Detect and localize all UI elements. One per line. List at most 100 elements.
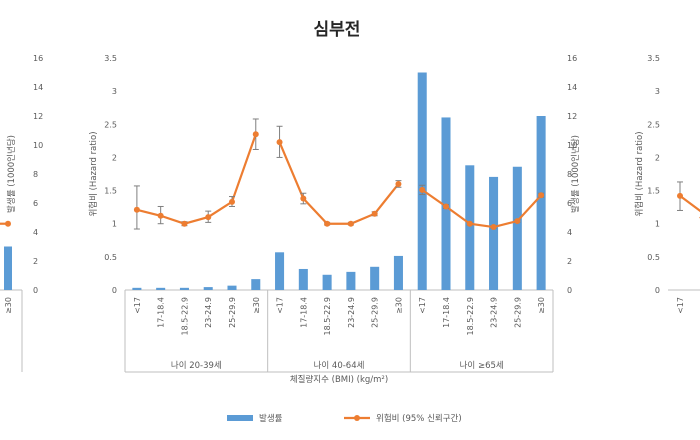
right-y-tick-label: 14 bbox=[567, 83, 577, 92]
incidence-bar bbox=[298, 268, 308, 290]
right-panel-y-tick-label: 3 bbox=[655, 87, 660, 96]
left-y-tick-label: 1 bbox=[112, 220, 117, 229]
x-category-label: ≥30 bbox=[252, 297, 261, 314]
age-group-label: 나이 40-64세 bbox=[314, 360, 365, 371]
incidence-bar bbox=[536, 116, 546, 290]
incidence-bar bbox=[465, 165, 475, 290]
hazard-ratio-point bbox=[419, 186, 426, 193]
right-panel-y-tick-label: 0 bbox=[655, 286, 660, 295]
left-panel-y-tick-label: 8 bbox=[33, 170, 38, 179]
incidence-bar bbox=[322, 274, 332, 290]
left-panel-y-tick-label: 10 bbox=[33, 141, 43, 150]
right-y-tick-label: 16 bbox=[567, 54, 577, 63]
right-y-tick-label: 10 bbox=[567, 141, 577, 150]
x-category-label: 17-18.4 bbox=[299, 297, 308, 328]
x-category-label: 18.5-22.9 bbox=[466, 297, 475, 336]
left-panel-incidence-bar bbox=[4, 246, 12, 290]
hazard-ratio-point bbox=[252, 131, 259, 138]
left-y-tick-label: 2 bbox=[112, 153, 117, 162]
hazard-ratio-line bbox=[421, 189, 542, 229]
hazard-ratio-point bbox=[538, 192, 545, 199]
right-panel-y-axis-title: 위험비 (Hazard ratio) bbox=[635, 131, 645, 216]
left-panel-y-tick-label: 2 bbox=[33, 257, 38, 266]
x-category-label: 25-29.9 bbox=[371, 297, 380, 328]
hazard-ratio-point bbox=[133, 206, 140, 213]
left-panel-y-tick-label: 12 bbox=[33, 112, 43, 121]
age-group-label: 나이 20-39세 bbox=[171, 360, 222, 371]
right-y-tick-label: 4 bbox=[567, 228, 572, 237]
incidence-bar bbox=[393, 255, 403, 290]
left-panel-y-axis-title: 발생률 (1000인년당) bbox=[6, 135, 17, 213]
right-y-axis-title: 발생률 (1000인년당) bbox=[570, 135, 581, 213]
main-chart-panel: 0 0.5 1 1.5 2 2.5 3 3.5 0 2 4 6 8 10 12 14 16 위험비 (Hazard… bbox=[89, 54, 581, 385]
left-partial-chart: 0 2 4 6 8 10 12 14 16 발생률 (1000인년당) ≥30 bbox=[0, 54, 43, 372]
right-y-tick-label: 2 bbox=[567, 257, 572, 266]
left-y-tick-label: 0 bbox=[112, 286, 117, 295]
hazard-ratio-point bbox=[466, 220, 473, 227]
hazard-ratio-line bbox=[278, 141, 400, 225]
right-panel-y-tick-label: 3.5 bbox=[647, 54, 660, 63]
hazard-ratio-point bbox=[181, 220, 188, 227]
chart-title: 심부전 bbox=[314, 20, 361, 40]
x-category-label: 23-24.9 bbox=[347, 297, 356, 328]
right-panel-y-tick-label: 0.5 bbox=[647, 253, 660, 262]
x-category-label: 25-29.9 bbox=[513, 297, 522, 328]
left-y-tick-label: 2.5 bbox=[104, 120, 117, 129]
hazard-ratio-point bbox=[276, 139, 283, 146]
hazard-ratio-point bbox=[347, 220, 354, 227]
x-axis-title: 체질량지수 (BMI) (kg/m²) bbox=[290, 374, 388, 385]
legend-hazard-label: 위험비 (95% 신뢰구간) bbox=[376, 413, 462, 424]
age-group-label: 나이 ≥65세 bbox=[460, 360, 504, 371]
incidence-bar bbox=[417, 72, 427, 290]
x-category-label: 17-18.4 bbox=[157, 297, 166, 328]
hazard-ratio-point bbox=[157, 212, 164, 219]
hazard-ratio-point bbox=[324, 220, 331, 227]
hazard-ratio-point bbox=[205, 214, 212, 221]
right-y-tick-label: 12 bbox=[567, 112, 577, 121]
incidence-bar bbox=[227, 285, 237, 290]
right-y-tick-label: 0 bbox=[567, 286, 572, 295]
right-panel-y-tick-label: 2.5 bbox=[647, 120, 660, 129]
x-category-label: 18.5-22.9 bbox=[180, 297, 189, 336]
left-panel-y-tick-label: 16 bbox=[33, 54, 43, 63]
right-panel-y-tick-label: 1.5 bbox=[647, 187, 660, 196]
incidence-bar bbox=[512, 166, 522, 290]
left-panel-y-tick-label: 14 bbox=[33, 83, 43, 92]
right-y-tick-label: 6 bbox=[567, 199, 572, 208]
left-y-tick-label: 3 bbox=[112, 87, 117, 96]
x-category-label: 23-24.9 bbox=[490, 297, 499, 328]
incidence-bar bbox=[346, 271, 356, 290]
hazard-ratio-point bbox=[443, 203, 449, 210]
right-panel-y-tick-label: 1 bbox=[655, 220, 660, 229]
hazard-ratio-point bbox=[514, 218, 521, 225]
right-y-tick-label: 8 bbox=[567, 170, 572, 179]
x-category-label: <17 bbox=[133, 297, 142, 314]
hazard-ratio-point bbox=[229, 198, 235, 205]
right-panel-hazard-point bbox=[677, 192, 683, 199]
hazard-ratio-point bbox=[490, 224, 497, 231]
chart-legend: 발생률 위험비 (95% 신뢰구간) bbox=[227, 413, 462, 424]
incidence-bar bbox=[156, 287, 166, 290]
x-category-label: <17 bbox=[276, 297, 285, 314]
hazard-ratio-point bbox=[300, 195, 307, 202]
left-panel-hazard-point bbox=[5, 220, 11, 227]
x-category-label: <17 bbox=[418, 297, 427, 314]
left-panel-y-tick-label: 4 bbox=[33, 228, 38, 237]
hazard-ratio-point bbox=[371, 210, 378, 217]
left-panel-y-tick-label: 0 bbox=[33, 286, 38, 295]
hazard-ratio-line bbox=[136, 133, 257, 225]
left-y-tick-label: 0.5 bbox=[104, 253, 117, 262]
incidence-bar bbox=[370, 266, 380, 290]
x-category-label: ≥30 bbox=[537, 297, 546, 314]
right-panel-y-tick-label: 2 bbox=[655, 153, 660, 162]
incidence-bar bbox=[132, 287, 142, 290]
incidence-bar bbox=[179, 287, 189, 290]
left-panel-y-tick-label: 6 bbox=[33, 199, 38, 208]
incidence-bar bbox=[251, 279, 261, 290]
legend-hazard-marker bbox=[354, 415, 360, 421]
legend-incidence-swatch bbox=[227, 415, 253, 421]
right-panel-x-category-label: <17 bbox=[676, 297, 685, 314]
hazard-ratio-point bbox=[395, 180, 402, 187]
